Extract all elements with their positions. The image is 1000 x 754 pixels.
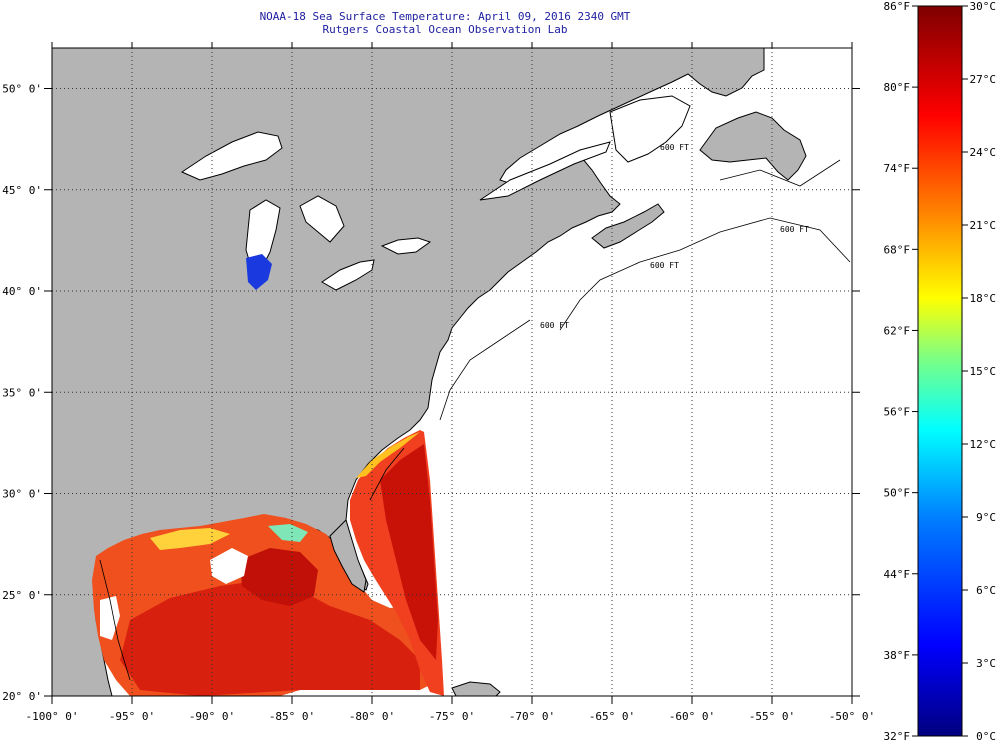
colorbar-c-label: 9°C	[976, 511, 996, 524]
lake-huron	[299, 195, 345, 243]
lon-tick-label: -100° 0'	[26, 710, 79, 723]
lat-tick-label: 20° 0'	[2, 690, 42, 703]
colorbar-labels: 86°F 80°F 74°F 68°F 62°F 56°F 50°F 44°F 38°F 32°F…	[884, 0, 997, 743]
lake-erie	[321, 259, 375, 291]
colorbar-c-label: 12°C	[970, 438, 997, 451]
isobath-600ft	[99, 159, 851, 681]
map-axes: -100° 0' -95° 0' -90° 0' -85° 0' -80° 0' -75°…	[2, 42, 875, 723]
colorbar-c-label: 15°C	[970, 365, 997, 378]
newfoundland-land	[699, 111, 807, 181]
colorbar-c-label: 27°C	[970, 73, 997, 86]
map-plot-area: 600 FT 600 FT 600 FT 600 FT	[52, 48, 852, 696]
colorbar-c-label: 6°C	[976, 584, 996, 597]
sst-cloud-patch-2	[100, 596, 120, 640]
lon-tick-label: -55° 0'	[749, 710, 795, 723]
map-title: NOAA-18 Sea Surface Temperature: April 0…	[259, 10, 631, 23]
lon-tick-label: -70° 0'	[509, 710, 555, 723]
colorbar-c-label: 3°C	[976, 657, 996, 670]
isobath-label: 600 FT	[660, 143, 689, 152]
lake-superior	[180, 131, 283, 181]
colorbar-f-label: 74°F	[884, 162, 911, 175]
nova-scotia-land	[591, 203, 665, 249]
sst-gulf-stream	[380, 444, 438, 660]
lon-tick-label: -90° 0'	[189, 710, 235, 723]
isobath-label: 600 FT	[540, 321, 569, 330]
lat-tick-label: 25° 0'	[2, 589, 42, 602]
lat-tick-label: 50° 0'	[2, 83, 42, 96]
colorbar-c-label: 0°C	[976, 730, 996, 743]
lon-tick-label: -65° 0'	[589, 710, 635, 723]
lat-tick-label: 35° 0'	[2, 386, 42, 399]
lon-tick-label: -95° 0'	[109, 710, 155, 723]
colorbar-f-label: 38°F	[884, 649, 911, 662]
colorbar-f-label: 62°F	[884, 324, 911, 337]
hispaniola-land	[451, 681, 501, 696]
sst-coastal-cool-atl	[356, 432, 420, 478]
st-lawrence-river	[479, 141, 611, 201]
colorbar-f-label: 86°F	[884, 0, 911, 13]
lon-tick-label: -50° 0'	[829, 710, 875, 723]
florida-land	[329, 519, 367, 593]
colorbar-f-label: 44°F	[884, 568, 911, 581]
colorbar-f-label: 68°F	[884, 243, 911, 256]
lon-tick-label: -80° 0'	[349, 710, 395, 723]
graticule	[52, 48, 852, 696]
colorbar-f-label: 56°F	[884, 406, 911, 419]
colorbar-f-label: 80°F	[884, 81, 911, 94]
sst-cloud-patch	[210, 548, 248, 584]
lat-tick-label: 30° 0'	[2, 488, 42, 501]
lon-tick-label: -85° 0'	[269, 710, 315, 723]
sst-gulf-warm-core	[120, 580, 420, 696]
sst-cool-nearshore	[150, 528, 230, 550]
lake-ontario	[380, 237, 432, 255]
lake-michigan-sst	[246, 254, 272, 290]
colorbar-f-label: 32°F	[884, 730, 911, 743]
colorbar-c-label: 30°C	[970, 0, 997, 13]
isobath-label: 600 FT	[650, 261, 679, 270]
colorbar	[917, 5, 963, 737]
colorbar-f-label: 50°F	[884, 487, 911, 500]
isobath-label: 600 FT	[780, 225, 809, 234]
colorbar-c-label: 18°C	[970, 292, 997, 305]
lat-tick-label: 40° 0'	[2, 285, 42, 298]
lon-tick-label: -75° 0'	[429, 710, 475, 723]
sst-loop-current	[240, 548, 318, 606]
map-subtitle: Rutgers Coastal Ocean Observation Lab	[322, 23, 568, 36]
colorbar-c-label: 21°C	[970, 219, 997, 232]
gulf-st-lawrence	[609, 95, 691, 163]
lat-tick-label: 45° 0'	[2, 184, 42, 197]
lon-tick-label: -60° 0'	[669, 710, 715, 723]
sst-cool-patch	[268, 524, 308, 542]
colorbar-c-label: 24°C	[970, 146, 997, 159]
